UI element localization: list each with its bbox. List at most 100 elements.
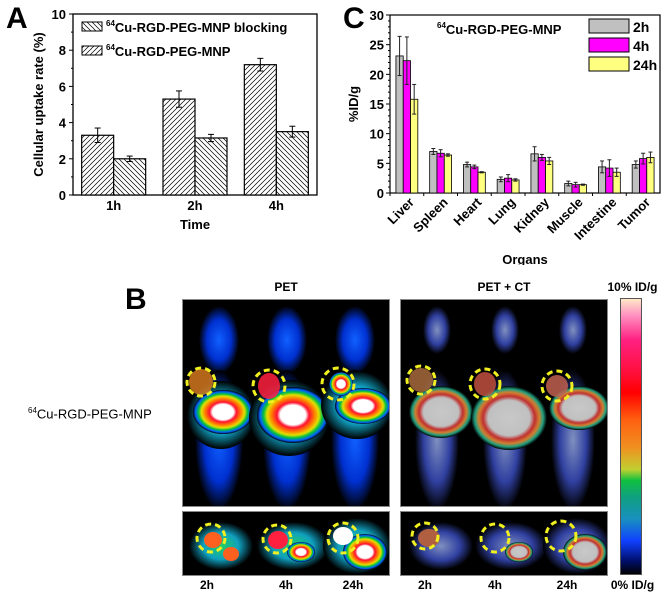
legend-swatch (588, 56, 630, 72)
probe-label-text: Cu-RGD-PEG-MNP (36, 406, 152, 422)
panel-label-b: B (125, 283, 147, 316)
tumor-marker-circle (405, 364, 437, 396)
tumor-marker-circle (544, 519, 578, 553)
tumor-marker-circle (195, 522, 227, 554)
y-tick-label: 0 (59, 188, 66, 203)
bar (395, 55, 404, 194)
y-tick-label: 4 (59, 116, 67, 131)
legend-swatch (81, 21, 103, 32)
tumor-marker-circle (468, 367, 502, 401)
pet-coronal-render (185, 306, 389, 506)
legend-label: 64Cu-RGD-PEG-MNP blocking (106, 19, 287, 35)
x-tick-label: Tumor (615, 195, 654, 234)
y-axis-title: %ID/g (346, 86, 361, 122)
legend-label: 64Cu-RGD-PEG-MNP (106, 43, 231, 59)
pet-mouse-2h (185, 306, 255, 506)
chart-a-uptake: 0 2 4 6 8 10 1h 2h 4h Time Cellular uptake rate (%… (31, 7, 318, 230)
petct-axial-image (400, 511, 608, 576)
bar (443, 154, 452, 194)
x-axis-title: Organs (502, 252, 548, 265)
petct-time-label: 2h (417, 578, 432, 592)
probe-label: 64Cu-RGD-PEG-MNP (28, 406, 152, 421)
y-tick-label: 25 (370, 38, 384, 53)
y-tick-label: 0 (377, 186, 384, 201)
bar (470, 166, 479, 194)
y-tick-label: 6 (59, 79, 66, 94)
tumor-marker-circle (261, 523, 293, 555)
colorbar-max-label: 10% ID/g (607, 280, 658, 294)
annotation-isotope: 64 (437, 21, 446, 30)
x-axis-title: Time (180, 217, 210, 230)
tumor-marker-circle (326, 521, 360, 555)
bar (275, 131, 309, 196)
bar (537, 156, 546, 194)
bar (162, 98, 196, 196)
pet-mouse-24h (320, 306, 389, 506)
legend-label-isotope: 64 (106, 19, 115, 28)
pet-time-label: 2h (199, 578, 214, 592)
tumor-marker-circle (479, 522, 511, 554)
annotation-text: Cu-RGD-PEG-MNP (446, 22, 562, 37)
bar (81, 134, 115, 196)
petct-coronal-image (400, 299, 608, 507)
petct-coronal-render (405, 306, 607, 506)
tumor-marker-circle (251, 368, 287, 404)
legend-label-isotope: 64 (106, 43, 115, 52)
legend-label-text: Cu-RGD-PEG-MNP blocking (115, 20, 287, 35)
pet-mouse-4h (249, 306, 329, 506)
legend-swatch (81, 45, 103, 56)
y-axis-title: Cellular uptake rate (%) (31, 32, 46, 177)
bar (477, 171, 486, 194)
tumor-marker-circle (320, 366, 356, 402)
colorbar-min-label: 0% ID/g (610, 578, 655, 592)
tumor-marker-circle (410, 521, 440, 551)
panel-label-a: A (6, 2, 28, 35)
y-tick-label: 20 (370, 67, 384, 82)
pet-time-label: 24h (342, 578, 364, 592)
legend-label: 2h (633, 19, 649, 35)
bar (436, 152, 445, 194)
y-tick-label: 10 (52, 7, 66, 22)
x-tick-label: Kidney (511, 194, 553, 236)
bar (243, 64, 277, 196)
legend-label-text: Cu-RGD-PEG-MNP (115, 44, 231, 59)
petct-time-label: 24h (556, 578, 578, 592)
x-tick-label: Spleen (410, 194, 451, 235)
y-tick-label: 5 (377, 156, 384, 171)
y-tick-label: 8 (59, 43, 66, 58)
petct-mouse-2h (405, 306, 473, 506)
petct-column-title: PET + CT (477, 280, 531, 294)
bar (429, 151, 438, 194)
petct-time-label: 4h (487, 578, 502, 592)
bar (463, 164, 472, 194)
tumor-marker-circle (540, 369, 574, 403)
colorbar (620, 298, 642, 575)
legend-label: 24h (633, 57, 657, 73)
bar (545, 160, 554, 194)
chart-annotation: 64Cu-RGD-PEG-MNP (437, 21, 562, 37)
bar (194, 137, 228, 196)
bar (631, 164, 640, 194)
x-tick-label: 1h (106, 198, 121, 213)
tumor-marker-circle (185, 366, 217, 398)
pet-axial-render (189, 518, 389, 574)
pet-axial-image (182, 511, 390, 576)
x-tick-label: Heart (450, 194, 485, 229)
pet-coronal-image (182, 299, 390, 507)
y-tick-label: 2 (59, 152, 66, 167)
bar (578, 184, 587, 194)
bar (113, 158, 147, 196)
petct-axial-render (409, 518, 607, 574)
x-tick-label: 4h (269, 198, 284, 213)
y-tick-label: 10 (370, 127, 384, 142)
legend-label: 4h (633, 38, 649, 54)
legend-swatch (588, 18, 630, 34)
y-tick-label: 30 (370, 8, 384, 23)
pet-column-title: PET (274, 280, 298, 294)
pet-time-label: 4h (278, 578, 293, 592)
petct-mouse-24h (540, 306, 607, 506)
y-tick-label: 15 (370, 97, 384, 112)
probe-label-isotope: 64 (28, 406, 37, 415)
petct-mouse-4h (468, 306, 547, 506)
